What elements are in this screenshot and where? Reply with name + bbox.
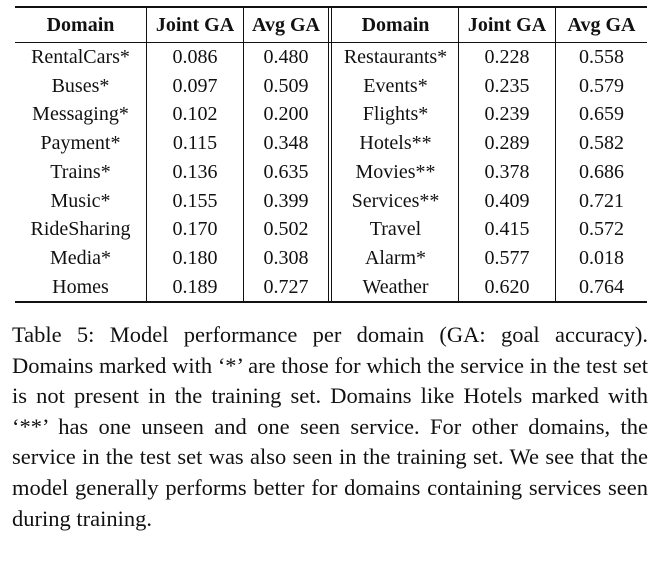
value-cell: 0.509: [263, 74, 309, 97]
domain-cell: Payment*: [40, 132, 121, 155]
column-divider: [243, 6, 244, 303]
value-cell: 0.635: [263, 160, 309, 183]
value-cell: 0.480: [263, 46, 309, 68]
value-cell: 0.764: [579, 275, 624, 298]
table-row: Trains* 0.136 0.635 Movies** 0.378 0.686: [15, 158, 647, 187]
value-cell: 0.228: [484, 46, 530, 68]
domain-cell: Restaurants*: [343, 46, 448, 68]
column-divider: [328, 6, 329, 303]
table-row: Media* 0.180 0.308 Alarm* 0.577 0.018: [15, 244, 647, 273]
value-cell: 0.659: [579, 103, 624, 126]
domain-cell: RentalCars*: [31, 46, 130, 68]
header-cell: Joint GA: [467, 13, 547, 36]
domain-cell: Messaging*: [32, 103, 129, 126]
domain-cell: Music*: [50, 189, 111, 212]
column-divider: [146, 6, 147, 303]
value-cell: 0.289: [484, 132, 530, 155]
header-cell: Avg GA: [252, 13, 320, 36]
domain-cell: Hotels**: [359, 132, 432, 155]
domain-cell: Trains*: [50, 160, 111, 183]
value-cell: 0.721: [579, 189, 624, 212]
domain-cell: RideSharing: [30, 218, 131, 241]
value-cell: 0.086: [172, 46, 218, 68]
header-cell: Domain: [46, 13, 115, 36]
domain-cell: Events*: [363, 74, 428, 97]
header-cell: Domain: [361, 13, 430, 36]
table-row: Music* 0.155 0.399 Services** 0.409 0.721: [15, 187, 647, 216]
value-cell: 0.348: [263, 132, 309, 155]
value-cell: 0.378: [484, 160, 530, 183]
value-cell: 0.239: [484, 103, 530, 126]
value-cell: 0.115: [172, 132, 218, 155]
value-cell: 0.136: [172, 160, 218, 183]
domain-cell: Services**: [351, 189, 440, 212]
domain-cell: Flights*: [362, 103, 429, 126]
table-row: Homes 0.189 0.727 Weather 0.620 0.764: [15, 273, 647, 302]
domain-cell: Movies**: [355, 160, 436, 183]
header-cell: Joint GA: [155, 13, 235, 36]
value-cell: 0.102: [172, 103, 218, 126]
table-header-row: Domain Joint GA Avg GA Domain Joint GA A…: [15, 8, 647, 42]
value-cell: 0.308: [263, 246, 309, 269]
column-divider: [331, 6, 332, 303]
domain-cell: Media*: [49, 246, 112, 269]
value-cell: 0.180: [172, 246, 218, 269]
value-cell: 0.727: [263, 275, 309, 298]
table-row: Payment* 0.115 0.348 Hotels** 0.289 0.582: [15, 129, 647, 158]
value-cell: 0.170: [172, 218, 218, 241]
value-cell: 0.155: [172, 189, 218, 212]
column-divider: [458, 6, 459, 303]
value-cell: 0.579: [579, 74, 624, 97]
domain-cell: Weather: [362, 275, 429, 298]
value-cell: 0.399: [263, 189, 309, 212]
value-cell: 0.577: [484, 246, 530, 269]
results-table: Domain Joint GA Avg GA Domain Joint GA A…: [15, 6, 647, 303]
column-divider: [555, 6, 556, 303]
header-cell: Avg GA: [567, 13, 636, 36]
domain-cell: Travel: [369, 218, 422, 241]
value-cell: 0.572: [579, 218, 624, 241]
domain-cell: Alarm*: [364, 246, 427, 269]
value-cell: 0.235: [484, 74, 530, 97]
value-cell: 0.558: [579, 46, 624, 68]
domain-cell: Buses*: [51, 74, 110, 97]
value-cell: 0.409: [484, 189, 530, 212]
value-cell: 0.502: [263, 218, 309, 241]
value-cell: 0.415: [484, 218, 530, 241]
table-caption: Table 5: Model performance per domain (G…: [12, 320, 648, 534]
value-cell: 0.620: [484, 275, 530, 298]
value-cell: 0.097: [172, 74, 218, 97]
caption-text: Table 5: Model performance per domain (G…: [12, 322, 648, 531]
value-cell: 0.686: [579, 160, 624, 183]
value-cell: 0.018: [579, 246, 624, 269]
domain-cell: Homes: [52, 275, 109, 298]
table-row: RentalCars* 0.086 0.480 Restaurants* 0.228 0.…: [15, 43, 647, 72]
value-cell: 0.189: [172, 275, 218, 298]
value-cell: 0.200: [263, 103, 309, 126]
value-cell: 0.582: [579, 132, 624, 155]
table-row: Buses* 0.097 0.509 Events* 0.235 0.579: [15, 72, 647, 101]
table-row: RideSharing 0.170 0.502 Travel 0.415 0.572: [15, 215, 647, 244]
table-row: Messaging* 0.102 0.200 Flights* 0.239 0.659: [15, 100, 647, 129]
